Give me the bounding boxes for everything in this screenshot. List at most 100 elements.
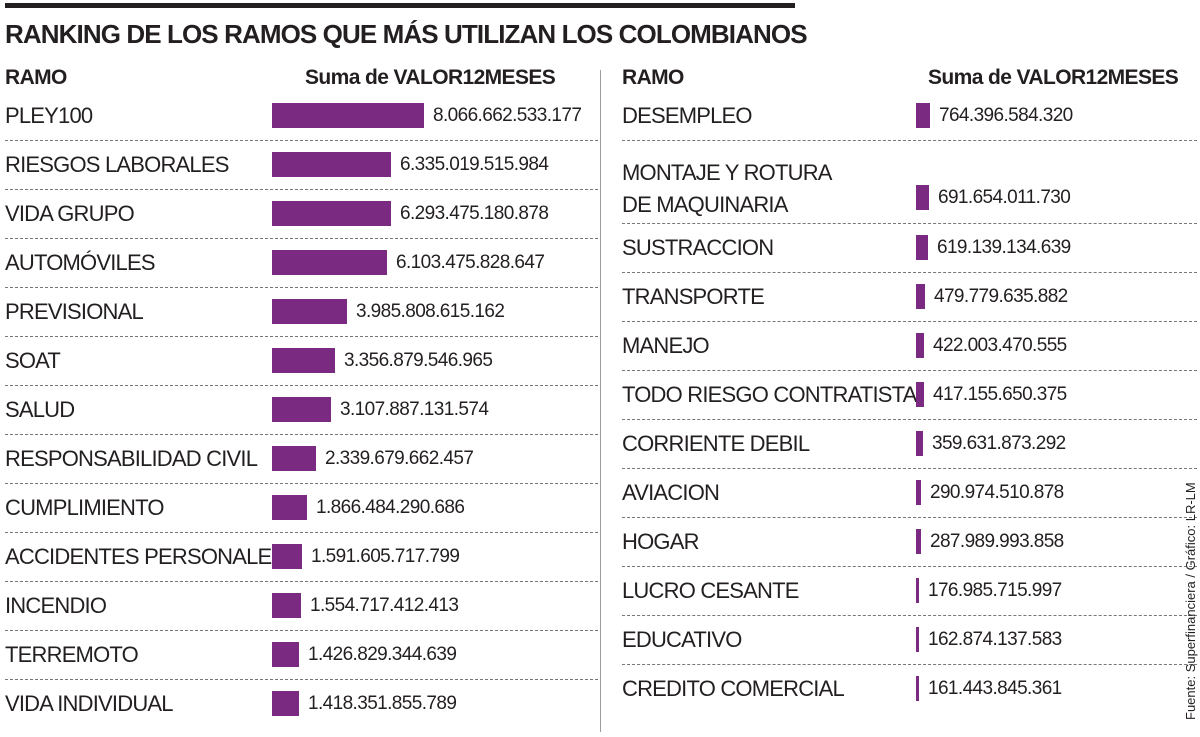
- table-row: TERREMOTO 1.426.829.344.639: [5, 631, 598, 680]
- bar: [272, 250, 387, 275]
- bar-category-label: HOGAR: [622, 529, 699, 554]
- bar-value-label: 161.443.845.361: [928, 678, 1062, 699]
- table-row: EDUCATIVO 162.874.137.583: [622, 616, 1197, 665]
- bar-value-label: 2.339.679.662.457: [325, 448, 474, 469]
- bar-category-label: PREVISIONAL: [5, 299, 144, 324]
- bar: [916, 333, 924, 358]
- left-column-header-ramo: RAMO: [5, 66, 67, 89]
- table-row: LUCRO CESANTE 176.985.715.997: [622, 567, 1197, 616]
- row-separator: [622, 370, 1197, 371]
- row-separator: [5, 238, 598, 239]
- table-row: TODO RIESGO CONTRATISTA 417.155.650.375: [622, 371, 1197, 420]
- row-separator: [5, 679, 598, 680]
- row-separator: [5, 385, 598, 386]
- bar-value-label: 8.066.662.533.177: [433, 105, 582, 126]
- bar-value-label: 1.866.484.290.686: [316, 497, 465, 518]
- row-separator: [622, 615, 1197, 616]
- table-row: SALUD 3.107.887.131.574: [5, 386, 598, 435]
- row-separator: [5, 287, 598, 288]
- table-row: PREVISIONAL 3.985.808.615.162: [5, 288, 598, 337]
- bar: [272, 495, 307, 520]
- table-row: DESEMPLEO 764.396.584.320: [622, 92, 1197, 141]
- bar-value-label: 619.139.134.639: [937, 237, 1071, 258]
- right-column-header-ramo: RAMO: [622, 66, 684, 89]
- row-separator: [622, 321, 1197, 322]
- bar-category-label: SUSTRACCION: [622, 235, 774, 260]
- bar-category-label: CUMPLIMIENTO: [5, 495, 164, 520]
- bar-value-label: 1.426.829.344.639: [308, 644, 457, 665]
- row-separator: [622, 517, 1197, 518]
- bar: [916, 578, 919, 603]
- bar: [272, 446, 316, 471]
- row-separator: [622, 272, 1197, 273]
- bar-value-label: 422.003.470.555: [933, 335, 1067, 356]
- bar: [272, 397, 331, 422]
- title-rule: [5, 3, 795, 8]
- table-row: CUMPLIMIENTO 1.866.484.290.686: [5, 484, 598, 533]
- bar: [916, 431, 923, 456]
- bar-value-label: 6.335.019.515.984: [400, 154, 549, 175]
- bar-category-label: DESEMPLEO: [622, 103, 753, 128]
- row-separator: [622, 419, 1197, 420]
- bar: [272, 348, 335, 373]
- bar-value-label: 417.155.650.375: [933, 384, 1067, 405]
- bar-value-label: 1.591.605.717.799: [311, 546, 460, 567]
- bar-category-label: INCENDIO: [5, 593, 107, 618]
- table-row: RESPONSABILIDAD CIVIL 2.339.679.662.457: [5, 435, 598, 484]
- bar-category-label: AVIACION: [622, 480, 720, 505]
- bar: [272, 544, 302, 569]
- chart-title: RANKING DE LOS RAMOS QUE MÁS UTILIZAN LO…: [5, 19, 808, 49]
- bar-category-label: TODO RIESGO CONTRATISTA: [622, 382, 917, 407]
- bar-value-label: 1.418.351.855.789: [308, 693, 457, 714]
- bar-category-label: LUCRO CESANTE: [622, 578, 799, 603]
- bar: [916, 235, 928, 260]
- table-row: AVIACION 290.974.510.878: [622, 469, 1197, 518]
- row-separator: [5, 336, 598, 337]
- table-row: RIESGOS LABORALES 6.335.019.515.984: [5, 141, 598, 190]
- bar-category-label: SOAT: [5, 348, 61, 373]
- table-row: INCENDIO 1.554.717.412.413: [5, 582, 598, 631]
- bar-value-label: 359.631.873.292: [932, 433, 1066, 454]
- bar-value-label: 479.779.635.882: [934, 286, 1068, 307]
- bar-category-label: EDUCATIVO: [622, 627, 742, 652]
- bar-category-label: PLEY100: [5, 103, 93, 128]
- bar-value-label: 3.107.887.131.574: [340, 399, 489, 420]
- bar: [916, 480, 921, 505]
- row-separator: [622, 468, 1197, 469]
- bar-category-label: ACCIDENTES PERSONALES: [5, 544, 286, 569]
- bar-category-label: RIESGOS LABORALES: [5, 152, 229, 177]
- bar-value-label: 6.103.475.828.647: [396, 252, 545, 273]
- bar-category-label: RESPONSABILIDAD CIVIL: [5, 446, 258, 471]
- bar-category-label: VIDA INDIVIDUAL: [5, 691, 174, 716]
- bar-category-label: CREDITO COMERCIAL: [622, 676, 845, 701]
- bar: [916, 627, 919, 652]
- table-row: PLEY100 8.066.662.533.177: [5, 92, 598, 141]
- bar-category-label: TRANSPORTE: [622, 284, 765, 309]
- table-row: TRANSPORTE 479.779.635.882: [622, 273, 1197, 322]
- row-separator: [5, 140, 598, 141]
- bar-category-label: MANEJO: [622, 333, 710, 358]
- bar: [272, 201, 391, 226]
- row-separator: [622, 566, 1197, 567]
- bar-value-label: 162.874.137.583: [928, 629, 1062, 650]
- bar: [916, 676, 919, 701]
- column-divider: [600, 70, 601, 732]
- bar-value-label: 3.356.879.546.965: [344, 350, 493, 371]
- row-separator: [622, 223, 1197, 224]
- bar: [916, 185, 929, 210]
- bar: [916, 382, 924, 407]
- bar-value-label: 691.654.011.730: [938, 187, 1071, 208]
- row-separator: [622, 140, 1197, 141]
- bar: [272, 691, 299, 716]
- bar-category-label: AUTOMÓVILES: [5, 250, 156, 275]
- bar-category-label: MONTAJE Y ROTURA DE MAQUINARIA: [622, 160, 831, 217]
- row-separator: [5, 581, 598, 582]
- table-row: SUSTRACCION 619.139.134.639: [622, 224, 1197, 273]
- bar-value-label: 1.554.717.412.413: [310, 595, 459, 616]
- bar: [916, 529, 921, 554]
- bar-category-label: SALUD: [5, 397, 75, 422]
- bar-value-label: 287.989.993.858: [930, 531, 1064, 552]
- bar-value-label: 290.974.510.878: [930, 482, 1064, 503]
- bar: [916, 103, 930, 128]
- right-column-header-value: Suma de VALOR12MESES: [928, 66, 1179, 89]
